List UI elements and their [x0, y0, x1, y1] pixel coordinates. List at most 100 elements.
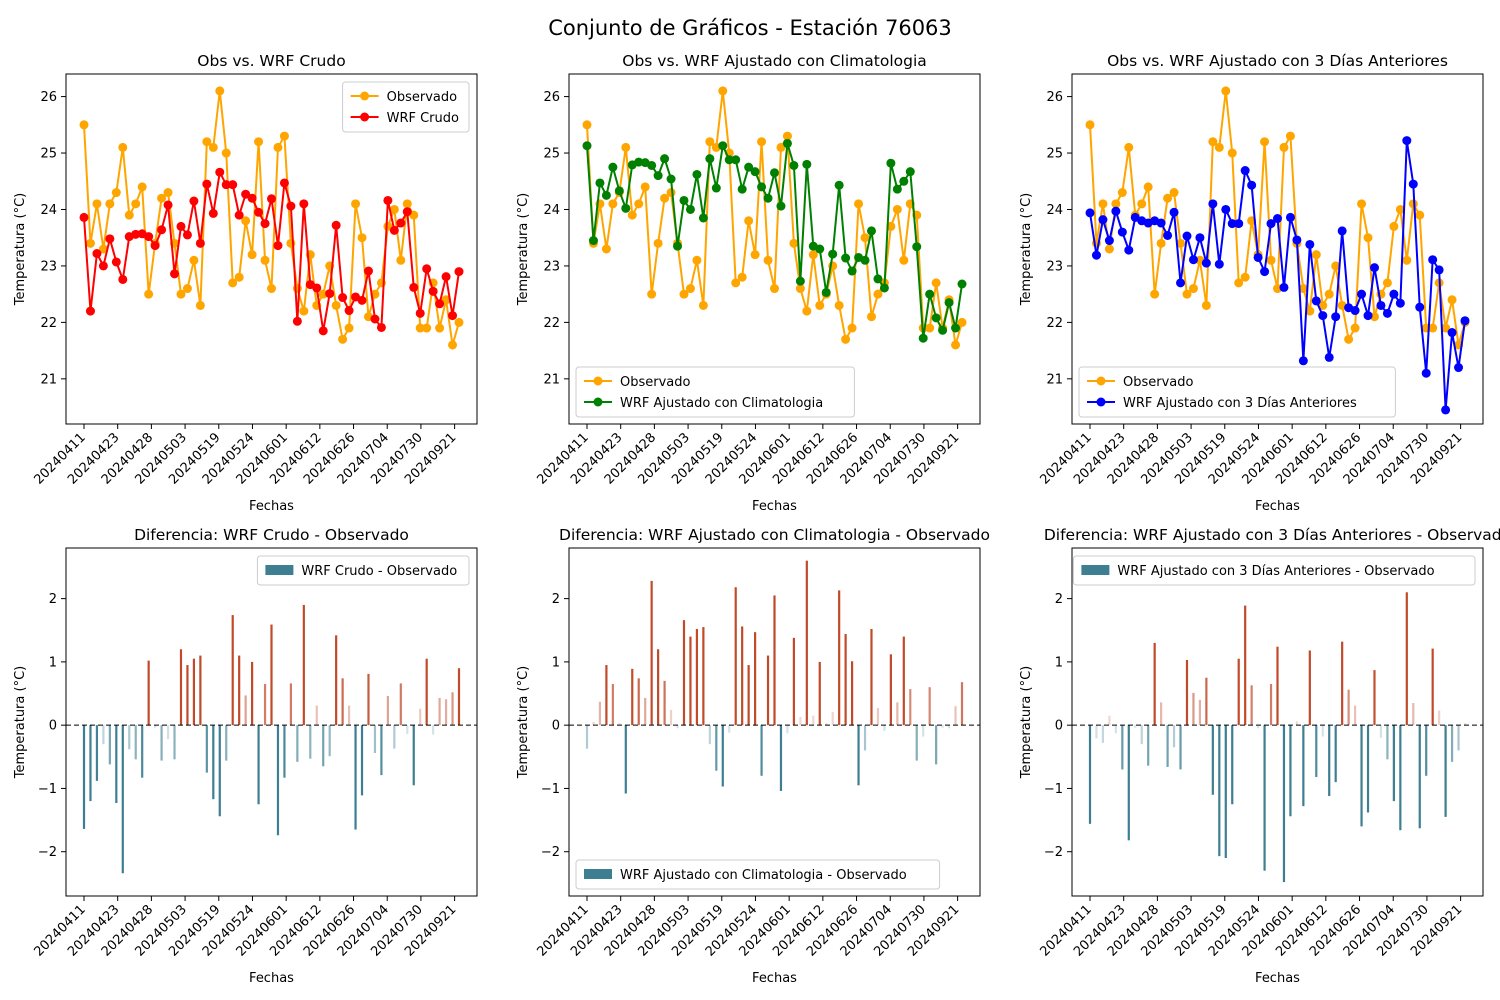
subplot-title: Diferencia: WRF Ajustado con Climatologi… [559, 526, 990, 544]
difference-bar [669, 709, 673, 726]
wrf-point [1460, 316, 1470, 326]
difference-bar [585, 725, 589, 749]
observed-point [1137, 199, 1147, 209]
y-tick-label: 1 [1055, 655, 1063, 670]
wrf-point [770, 168, 779, 178]
observed-point [124, 210, 134, 220]
wrf-point [1273, 214, 1282, 224]
y-tick-label: 2 [552, 592, 560, 607]
observed-point [1447, 295, 1457, 305]
observed-point [1143, 182, 1153, 192]
wrf-point [1389, 289, 1399, 299]
difference-bar [1321, 725, 1324, 737]
observed-point [1318, 300, 1328, 310]
wrf-point [828, 249, 838, 259]
wrf-point [344, 306, 354, 316]
wrf-point [273, 241, 283, 251]
wrf-point [763, 193, 773, 203]
wrf-point [1324, 352, 1334, 362]
difference-bar [1282, 725, 1286, 883]
difference-bar [141, 725, 144, 778]
difference-bar [1127, 725, 1130, 841]
wrf-point [1247, 180, 1257, 190]
legend-box [1078, 366, 1396, 418]
observed-point [931, 278, 941, 288]
difference-bar [779, 725, 783, 791]
observed-point [763, 255, 773, 265]
difference-bar [1425, 725, 1428, 776]
difference-bar [179, 649, 183, 726]
observed-point [208, 142, 218, 152]
difference-bar [270, 624, 273, 726]
y-tick-label: −1 [541, 782, 560, 797]
difference-bar [766, 655, 770, 726]
wrf-point [905, 167, 915, 177]
wrf-point [815, 244, 825, 254]
difference-bar [1405, 592, 1408, 726]
difference-bar [360, 725, 364, 796]
subplot-title: Obs vs. WRF Crudo [197, 52, 345, 70]
difference-bar [147, 660, 150, 726]
y-tick-label: 22 [40, 316, 57, 331]
legend-label: WRF Crudo - Observado [301, 564, 457, 579]
subplot-title: Diferencia: WRF Ajustado con 3 Días Ante… [1044, 526, 1500, 544]
wrf-point [1337, 226, 1347, 236]
wrf-point [698, 213, 708, 223]
observed-point [860, 233, 870, 243]
difference-bar [1108, 715, 1111, 726]
wrf-point [938, 325, 948, 335]
difference-bar [941, 725, 944, 728]
observed-point [1163, 193, 1173, 203]
difference-bar [95, 725, 99, 781]
difference-bar [1457, 725, 1460, 751]
difference-bar [728, 725, 731, 733]
wrf-point [150, 241, 160, 251]
observed-point [415, 323, 425, 333]
wrf-point [1253, 252, 1263, 262]
wrf-point [118, 274, 128, 284]
wrf-point [234, 210, 244, 220]
observed-point [357, 233, 367, 243]
observed-point [1208, 137, 1218, 147]
observed-point [841, 334, 851, 344]
difference-bar [1450, 725, 1454, 762]
observed-point [731, 278, 741, 288]
observed-point [1098, 199, 1108, 209]
wrf-point [357, 295, 367, 305]
difference-bar [263, 684, 267, 726]
x-axis-label: Fechas [249, 971, 294, 986]
observed-point [79, 120, 89, 130]
observed-point [292, 284, 302, 294]
wrf-point [679, 195, 689, 205]
y-tick-label: −2 [541, 845, 560, 860]
y-tick-label: 21 [543, 372, 560, 387]
observed-point [815, 300, 825, 310]
observed-point [163, 188, 173, 198]
wrf-point [912, 242, 922, 252]
observed-point [221, 148, 231, 158]
difference-bar [902, 636, 905, 726]
wrf-point [673, 241, 683, 251]
wrf-point [170, 269, 180, 279]
difference-bar [818, 661, 821, 726]
observed-point [627, 210, 637, 220]
observed-point [1227, 148, 1237, 158]
wrf-point [653, 171, 663, 181]
observed-point [448, 340, 458, 350]
wrf-point [1395, 298, 1405, 308]
legend-label: WRF Crudo [387, 111, 459, 126]
y-tick-label: 1 [552, 655, 560, 670]
wrf-point [318, 326, 328, 336]
y-tick-label: 1 [49, 655, 57, 670]
wrf-point [1350, 306, 1360, 316]
observed-point [396, 255, 406, 265]
wrf-point [634, 157, 644, 167]
difference-bar [928, 687, 931, 726]
legend-marker [1096, 376, 1106, 386]
observed-point [808, 250, 818, 260]
difference-bar [1386, 725, 1389, 760]
difference-bar [689, 636, 692, 726]
y-tick-label: 25 [1046, 147, 1063, 162]
difference-bar [844, 634, 847, 726]
wrf-point [1318, 311, 1328, 321]
